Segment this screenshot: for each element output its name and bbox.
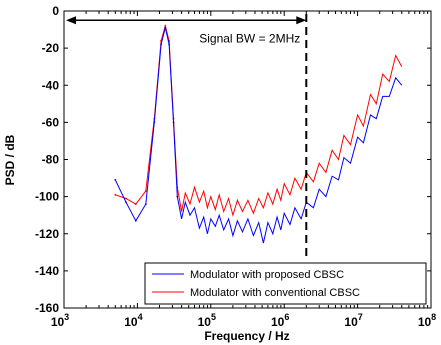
data-point xyxy=(144,190,147,193)
x-tick-label: 108 xyxy=(418,312,436,329)
y-axis-ticks: 0 -20 -40 -60 -80 -100 -120 -140 -160 xyxy=(35,4,431,315)
data-point xyxy=(164,25,167,27)
arrow-head-right xyxy=(296,16,307,25)
data-point xyxy=(125,201,127,204)
data-point xyxy=(160,43,163,46)
data-point xyxy=(114,193,117,196)
y-tick-label: -120 xyxy=(35,227,59,241)
data-point xyxy=(153,121,156,124)
y-tick-label: -80 xyxy=(42,153,60,167)
legend-box xyxy=(144,262,427,305)
legend-label-conventional: Modulator with conventional CBSC xyxy=(190,287,360,299)
arrow-head-left xyxy=(66,16,76,25)
x-axis-label: Frequency / Hz xyxy=(204,329,289,343)
data-point xyxy=(168,43,171,46)
data-point xyxy=(144,203,147,206)
data-point xyxy=(134,219,137,222)
data-point xyxy=(114,179,117,181)
y-tick-label: -40 xyxy=(42,78,60,92)
annotation: Signal BW = 2MHz xyxy=(66,14,308,257)
series-line-proposed xyxy=(114,27,403,244)
data-point xyxy=(125,197,127,200)
plot-area xyxy=(63,10,432,309)
bandwidth-annotation-text: Signal BW = 2MHz xyxy=(199,32,300,46)
x-tick-label: 107 xyxy=(344,312,362,329)
y-tick-label: -160 xyxy=(35,301,59,315)
y-tick-label: 0 xyxy=(52,4,59,18)
data-point xyxy=(176,195,179,198)
x-tick-label: 105 xyxy=(198,312,216,329)
series-layer xyxy=(114,23,403,244)
x-axis-ticks: 103 104 105 106 107 108 xyxy=(51,11,436,329)
x-tick-label: 104 xyxy=(124,312,142,329)
y-axis-label: PSD / dB xyxy=(3,134,17,185)
data-point xyxy=(164,26,167,29)
data-point xyxy=(134,203,137,206)
y-tick-label: -100 xyxy=(35,190,59,204)
legend: Modulator with proposed CBSC Modulator w… xyxy=(144,262,427,305)
data-point xyxy=(172,121,175,124)
x-tick-label: 103 xyxy=(51,312,69,329)
y-tick-label: -60 xyxy=(42,115,60,129)
x-tick-label: 106 xyxy=(271,312,289,329)
legend-label-proposed: Modulator with proposed CBSC xyxy=(190,269,344,281)
y-tick-label: -20 xyxy=(42,41,60,55)
y-tick-label: -140 xyxy=(35,264,59,278)
